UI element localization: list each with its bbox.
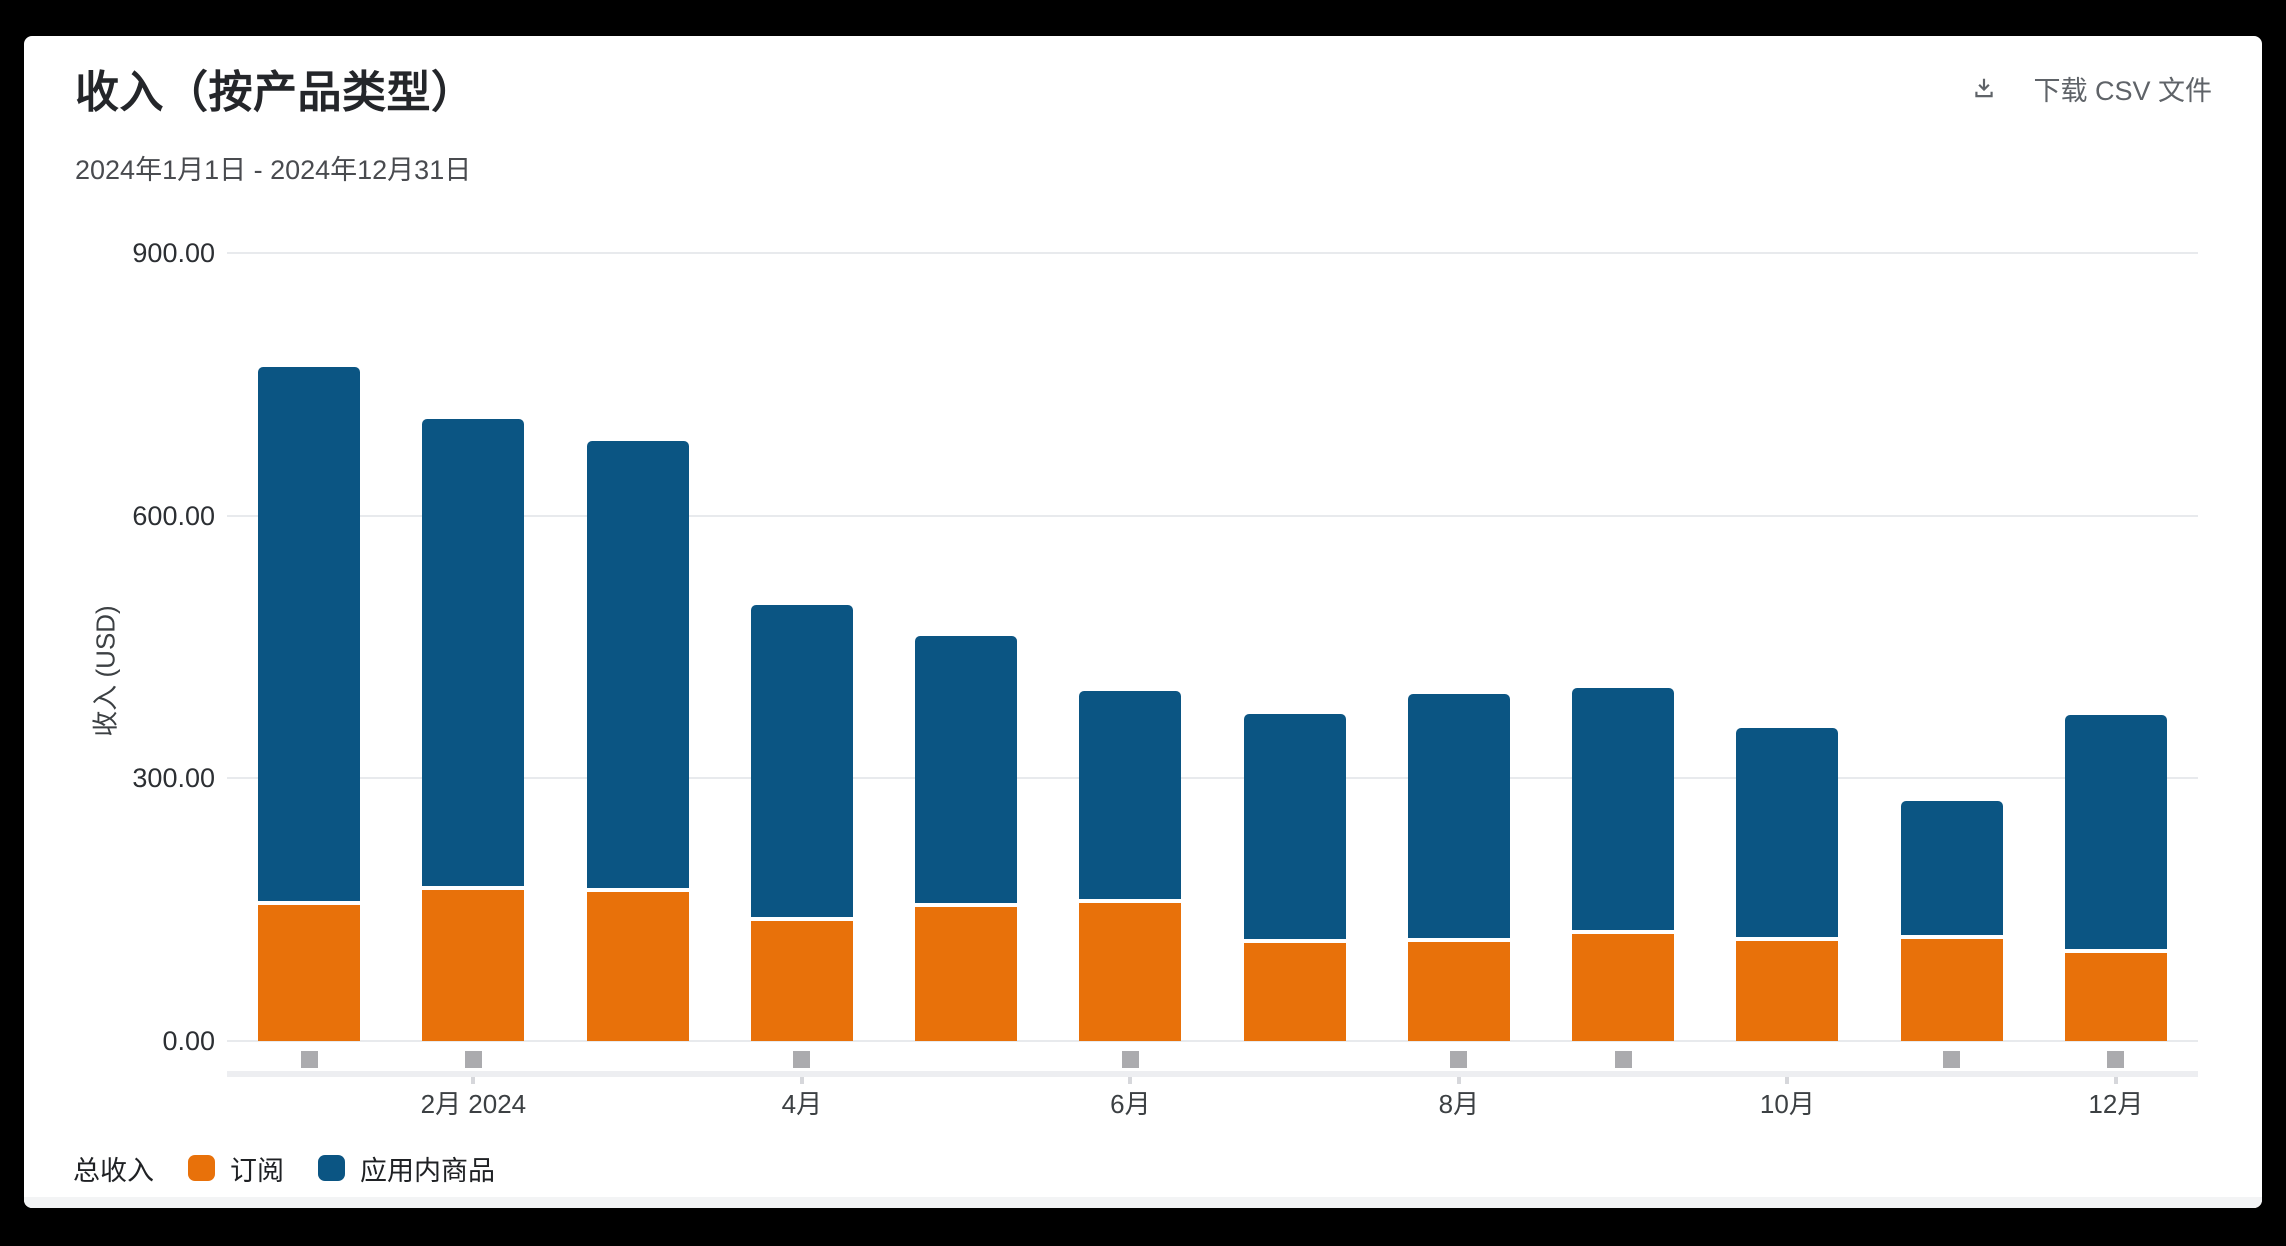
bar-segment-in-app-products[interactable] bbox=[1243, 714, 1346, 943]
bar-segment-in-app-products[interactable] bbox=[422, 419, 525, 891]
bar-segment-in-app-products[interactable] bbox=[1572, 688, 1675, 935]
x-axis-tick-label: 8月 bbox=[1438, 1089, 1480, 1119]
bar-segment-subscriptions[interactable] bbox=[258, 905, 361, 1041]
y-gridline bbox=[227, 777, 2198, 780]
bar-segment-in-app-products[interactable] bbox=[750, 604, 853, 922]
y-gridline bbox=[227, 514, 2198, 517]
legend-item-label: 订阅 bbox=[230, 1155, 284, 1186]
x-axis-tick bbox=[2113, 1077, 2118, 1084]
bar-segment-in-app-products[interactable] bbox=[258, 366, 361, 906]
date-range: 2024年1月1日 - 2024年12月31日 bbox=[75, 155, 472, 185]
annotation-marker[interactable] bbox=[464, 1051, 482, 1068]
bar-segment-in-app-products[interactable] bbox=[1736, 727, 1839, 942]
x-axis-tick-label: 2月 2024 bbox=[420, 1089, 527, 1119]
bar-segment-subscriptions[interactable] bbox=[2064, 953, 2167, 1041]
legend-item-label: 应用内商品 bbox=[360, 1155, 495, 1186]
revenue-chart-card: 收入（按产品类型） 2024年1月1日 - 2024年12月31日 下载 CSV… bbox=[24, 36, 2262, 1208]
subscriptions-swatch bbox=[188, 1155, 215, 1181]
bar-segment-subscriptions[interactable] bbox=[1407, 942, 1510, 1041]
x-axis-line bbox=[227, 1071, 2198, 1077]
download-icon bbox=[1971, 75, 1997, 101]
bar-segment-in-app-products[interactable] bbox=[586, 441, 689, 893]
annotation-marker[interactable] bbox=[300, 1051, 318, 1068]
x-axis-tick bbox=[799, 1077, 804, 1084]
bar-segment-in-app-products[interactable] bbox=[1900, 801, 2003, 940]
x-axis-tick bbox=[1456, 1077, 1461, 1084]
x-axis-tick bbox=[471, 1077, 476, 1084]
card-bottom-edge bbox=[24, 1197, 2262, 1208]
x-axis-tick-label: 4月 bbox=[781, 1089, 823, 1119]
annotation-marker[interactable] bbox=[1450, 1051, 1468, 1068]
annotation-marker[interactable] bbox=[1943, 1051, 1961, 1068]
bar-segment-in-app-products[interactable] bbox=[915, 636, 1018, 908]
y-axis-tick-label: 0.00 bbox=[162, 1026, 215, 1056]
y-axis-tick-label: 600.00 bbox=[132, 500, 215, 531]
legend-item-subscriptions: 订阅 bbox=[188, 1149, 284, 1188]
y-gridline bbox=[227, 1040, 2198, 1042]
x-axis-tick-label: 10月 bbox=[1759, 1089, 1815, 1119]
x-axis-tick-label: 6月 bbox=[1110, 1089, 1151, 1119]
chart-legend: 总收入 订阅 应用内商品 bbox=[73, 1153, 495, 1186]
bar-segment-subscriptions[interactable] bbox=[750, 921, 853, 1041]
annotation-marker[interactable] bbox=[793, 1051, 811, 1068]
download-csv-label: 下载 CSV 文件 bbox=[2033, 75, 2212, 106]
download-csv-button[interactable]: 下载 CSV 文件 bbox=[1967, 64, 2216, 112]
bar-segment-in-app-products[interactable] bbox=[1079, 690, 1182, 903]
annotation-marker[interactable] bbox=[1121, 1051, 1139, 1068]
revenue-stacked-bar-chart: 0.00 300.00 600.00 900.00 2月 2024 4月 6月 8月 10月 12… bbox=[24, 36, 2262, 1208]
bar-segment-subscriptions[interactable] bbox=[1900, 939, 2003, 1041]
bar-segment-subscriptions[interactable] bbox=[1736, 941, 1839, 1041]
bar-segment-subscriptions[interactable] bbox=[586, 892, 689, 1041]
y-axis-tick-label: 900.00 bbox=[132, 238, 215, 268]
legend-total-label: 总收入 bbox=[73, 1155, 154, 1186]
bar-segment-subscriptions[interactable] bbox=[1572, 934, 1675, 1041]
x-axis-tick-label: 12月 bbox=[2088, 1089, 2144, 1119]
y-gridline bbox=[227, 252, 2198, 254]
x-axis-tick bbox=[1128, 1077, 1133, 1084]
annotation-marker[interactable] bbox=[1614, 1051, 1632, 1068]
legend-item-in-app-products: 应用内商品 bbox=[318, 1149, 495, 1188]
annotation-marker[interactable] bbox=[2107, 1051, 2125, 1068]
y-axis-tick-label: 300.00 bbox=[132, 763, 215, 794]
bar-segment-subscriptions[interactable] bbox=[1243, 942, 1346, 1041]
in-app-products-swatch bbox=[318, 1155, 345, 1181]
bar-segment-subscriptions[interactable] bbox=[422, 890, 525, 1041]
page-title: 收入（按产品类型） bbox=[75, 68, 476, 117]
bar-segment-in-app-products[interactable] bbox=[2064, 715, 2167, 954]
bar-segment-in-app-products[interactable] bbox=[1407, 694, 1510, 943]
x-axis-tick bbox=[1785, 1077, 1790, 1084]
bar-segment-subscriptions[interactable] bbox=[1079, 902, 1182, 1041]
bar-segment-subscriptions[interactable] bbox=[915, 907, 1018, 1041]
